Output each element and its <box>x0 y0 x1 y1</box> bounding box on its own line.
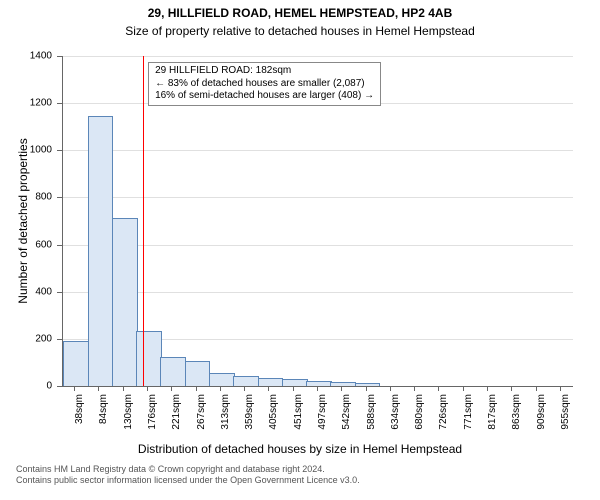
y-tick-mark <box>57 245 62 246</box>
x-tick-label: 588sqm <box>366 394 377 444</box>
y-tick-mark <box>57 150 62 151</box>
footer: Contains HM Land Registry data © Crown c… <box>16 464 360 487</box>
histogram-bar <box>282 379 308 386</box>
x-tick-mark <box>293 386 294 391</box>
x-tick-mark <box>487 386 488 391</box>
x-tick-label: 909sqm <box>536 394 547 444</box>
histogram-bar <box>185 361 211 386</box>
x-tick-mark <box>511 386 512 391</box>
info-line-2: ← 83% of detached houses are smaller (2,… <box>155 78 374 91</box>
x-tick-label: 84sqm <box>98 394 109 444</box>
grid-line <box>63 150 573 151</box>
y-tick-mark <box>57 56 62 57</box>
x-tick-label: 817sqm <box>487 394 498 444</box>
x-tick-label: 726sqm <box>438 394 449 444</box>
y-tick-mark <box>57 197 62 198</box>
y-tick-label: 1000 <box>0 145 52 156</box>
x-tick-label: 863sqm <box>511 394 522 444</box>
histogram-bar <box>63 341 89 386</box>
x-tick-mark <box>171 386 172 391</box>
histogram-bar <box>306 381 332 386</box>
histogram-bar <box>112 218 138 386</box>
title-line-2: Size of property relative to detached ho… <box>0 24 600 38</box>
grid-line <box>63 292 573 293</box>
grid-line <box>63 197 573 198</box>
x-tick-label: 497sqm <box>317 394 328 444</box>
x-tick-label: 771sqm <box>463 394 474 444</box>
reference-line <box>143 56 144 386</box>
x-tick-mark <box>244 386 245 391</box>
x-tick-mark <box>147 386 148 391</box>
x-tick-label: 267sqm <box>196 394 207 444</box>
title-line-1: 29, HILLFIELD ROAD, HEMEL HEMPSTEAD, HP2… <box>0 6 600 20</box>
x-tick-mark <box>536 386 537 391</box>
grid-line <box>63 245 573 246</box>
x-tick-label: 313sqm <box>220 394 231 444</box>
x-tick-mark <box>98 386 99 391</box>
histogram-bar <box>233 376 259 386</box>
x-axis-label: Distribution of detached houses by size … <box>0 442 600 456</box>
info-line-3: 16% of semi-detached houses are larger (… <box>155 90 374 103</box>
x-tick-mark <box>390 386 391 391</box>
histogram-bar <box>209 373 235 386</box>
y-tick-mark <box>57 103 62 104</box>
x-tick-label: 130sqm <box>123 394 134 444</box>
histogram-bar <box>136 331 162 386</box>
x-tick-mark <box>414 386 415 391</box>
x-tick-mark <box>74 386 75 391</box>
footer-line-1: Contains HM Land Registry data © Crown c… <box>16 464 360 475</box>
x-tick-mark <box>220 386 221 391</box>
histogram-bar <box>330 382 356 386</box>
y-tick-mark <box>57 339 62 340</box>
info-line-1: 29 HILLFIELD ROAD: 182sqm <box>155 65 374 78</box>
y-tick-label: 1200 <box>0 98 52 109</box>
y-tick-mark <box>57 292 62 293</box>
x-tick-label: 405sqm <box>268 394 279 444</box>
grid-line <box>63 56 573 57</box>
x-tick-label: 680sqm <box>414 394 425 444</box>
x-tick-mark <box>317 386 318 391</box>
histogram-bar <box>88 116 114 386</box>
y-tick-label: 0 <box>0 381 52 392</box>
x-tick-mark <box>196 386 197 391</box>
x-tick-label: 359sqm <box>244 394 255 444</box>
y-tick-label: 200 <box>0 333 52 344</box>
histogram-bar <box>258 378 284 386</box>
x-tick-mark <box>366 386 367 391</box>
x-tick-mark <box>438 386 439 391</box>
histogram-bar <box>355 383 381 386</box>
y-tick-mark <box>57 386 62 387</box>
y-tick-label: 1400 <box>0 51 52 62</box>
x-tick-label: 542sqm <box>341 394 352 444</box>
x-tick-mark <box>560 386 561 391</box>
x-tick-label: 176sqm <box>147 394 158 444</box>
x-tick-mark <box>463 386 464 391</box>
chart-container: 29, HILLFIELD ROAD, HEMEL HEMPSTEAD, HP2… <box>0 0 600 500</box>
x-tick-label: 38sqm <box>74 394 85 444</box>
x-tick-label: 955sqm <box>560 394 571 444</box>
x-tick-mark <box>268 386 269 391</box>
y-tick-label: 600 <box>0 239 52 250</box>
footer-line-2: Contains public sector information licen… <box>16 475 360 486</box>
plot-area <box>62 56 573 387</box>
x-tick-label: 451sqm <box>293 394 304 444</box>
info-box: 29 HILLFIELD ROAD: 182sqm ← 83% of detac… <box>148 62 381 106</box>
x-tick-label: 634sqm <box>390 394 401 444</box>
y-tick-label: 800 <box>0 192 52 203</box>
x-tick-label: 221sqm <box>171 394 182 444</box>
x-tick-mark <box>341 386 342 391</box>
histogram-bar <box>160 357 186 386</box>
y-tick-label: 400 <box>0 286 52 297</box>
x-tick-mark <box>123 386 124 391</box>
